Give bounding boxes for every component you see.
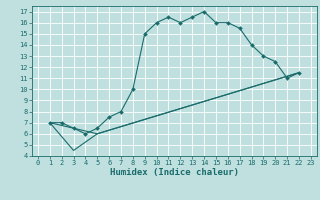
X-axis label: Humidex (Indice chaleur): Humidex (Indice chaleur): [110, 168, 239, 177]
